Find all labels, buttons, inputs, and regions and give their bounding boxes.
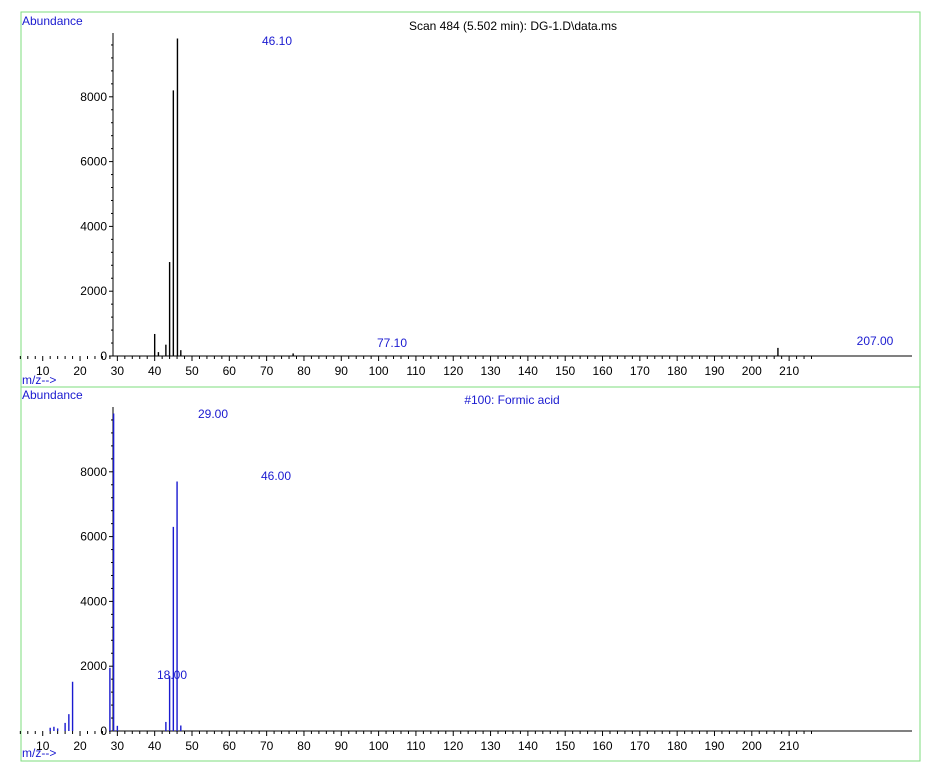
x-tick-label: 20 — [73, 364, 87, 378]
y-tick-label: 6000 — [80, 155, 107, 169]
chart-title: Scan 484 (5.502 min): DG-1.D\data.ms — [409, 19, 617, 33]
x-axis-title: m/z--> — [22, 746, 56, 760]
panel-frame — [20, 386, 921, 762]
x-tick-label: 140 — [518, 739, 538, 753]
x-tick-label: 50 — [185, 739, 199, 753]
x-tick-label: 120 — [443, 364, 463, 378]
x-tick-label: 70 — [260, 739, 274, 753]
axes: 0 2000 4000 6000 8000 10 20 30 40 50 60 70 80 90 100 11… — [19, 33, 912, 378]
x-tick-label: 150 — [555, 364, 575, 378]
x-tick-label: 160 — [593, 364, 613, 378]
x-tick-label: 190 — [704, 739, 724, 753]
peak-label: 18.00 — [157, 668, 187, 682]
x-tick-label: 60 — [223, 739, 237, 753]
peak-label: 46.00 — [261, 469, 291, 483]
axes: 0 2000 4000 6000 8000 10 20 30 40 50 60 70 80 90 100 11… — [19, 407, 912, 753]
x-tick-label: 160 — [593, 739, 613, 753]
x-tick-label: 110 — [406, 364, 425, 378]
y-tick-label: 2000 — [80, 659, 107, 673]
y-tick-label: 2000 — [80, 284, 107, 298]
peak-labels: 46.10 77.10 207.00 — [262, 34, 894, 350]
x-tick-label: 30 — [111, 739, 125, 753]
peak-label: 77.10 — [377, 336, 407, 350]
x-tick-label: 80 — [297, 364, 311, 378]
x-tick-label: 90 — [335, 364, 349, 378]
y-axis-title: Abundance — [22, 388, 83, 402]
x-tick-label: 60 — [223, 364, 237, 378]
x-tick-label: 210 — [779, 364, 799, 378]
peak-label: 29.00 — [198, 407, 228, 421]
x-tick-label: 130 — [481, 364, 501, 378]
spectrum-panel-library: Abundance #100: Formic acid m/z--> 0 2000… — [19, 386, 921, 762]
x-tick-label: 140 — [518, 364, 538, 378]
x-tick-label: 40 — [148, 739, 162, 753]
y-tick-label: 8000 — [80, 465, 107, 479]
spectrum-peaks — [153, 38, 779, 356]
x-tick-label: 130 — [481, 739, 501, 753]
x-tick-label: 110 — [406, 739, 425, 753]
x-tick-label: 210 — [779, 739, 799, 753]
x-tick-label: 100 — [369, 364, 389, 378]
spectrum-panel-scan: Abundance Scan 484 (5.502 min): DG-1.D\d… — [19, 11, 921, 388]
y-tick-label: 4000 — [80, 219, 107, 233]
x-tick-label: 70 — [260, 364, 274, 378]
x-tick-label: 90 — [335, 739, 349, 753]
y-tick-label: 0 — [100, 349, 107, 363]
peak-label: 207.00 — [857, 334, 894, 348]
y-tick-label: 0 — [100, 724, 107, 738]
x-tick-label: 200 — [742, 739, 762, 753]
x-tick-label: 150 — [555, 739, 575, 753]
x-tick-label: 120 — [443, 739, 463, 753]
peak-label: 46.10 — [262, 34, 292, 48]
chart-title: #100: Formic acid — [464, 393, 559, 407]
x-tick-label: 40 — [148, 364, 162, 378]
x-tick-label: 170 — [630, 739, 650, 753]
x-tick-label: 170 — [630, 364, 650, 378]
x-tick-label: 180 — [667, 739, 687, 753]
x-tick-label: 50 — [185, 364, 199, 378]
y-tick-label: 4000 — [80, 594, 107, 608]
x-tick-label: 180 — [667, 364, 687, 378]
y-tick-label: 8000 — [80, 90, 107, 104]
peak-labels: 29.00 46.00 18.00 — [157, 407, 291, 682]
x-tick-label: 10 — [36, 739, 50, 753]
spectrum-peaks — [49, 413, 182, 731]
x-axis-title: m/z--> — [22, 373, 56, 387]
panel-frame — [20, 11, 921, 388]
x-tick-label: 30 — [111, 364, 125, 378]
x-tick-label: 190 — [704, 364, 724, 378]
x-tick-label: 20 — [73, 739, 87, 753]
x-tick-label: 10 — [36, 364, 50, 378]
x-tick-label: 80 — [297, 739, 311, 753]
y-axis-title: Abundance — [22, 14, 83, 28]
x-tick-label: 200 — [742, 364, 762, 378]
y-tick-label: 6000 — [80, 530, 107, 544]
x-tick-label: 100 — [369, 739, 389, 753]
